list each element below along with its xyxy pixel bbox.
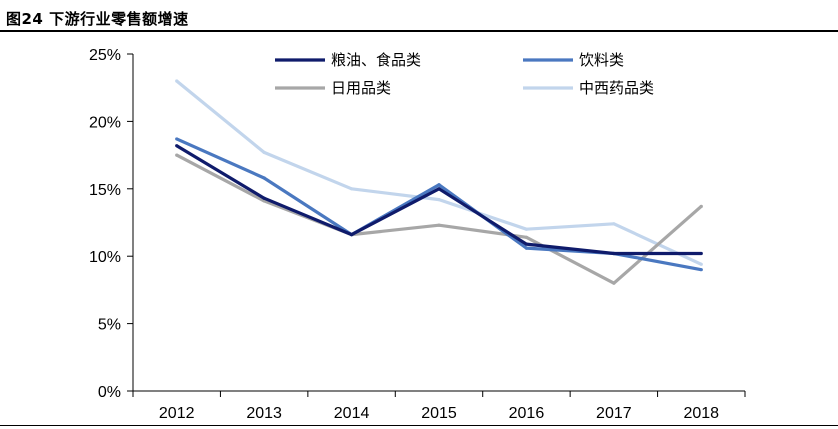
data-point [175, 79, 179, 83]
x-tick-label: 2012 [159, 405, 195, 422]
x-tick-label: 2013 [246, 405, 282, 422]
x-tick-label: 2017 [596, 405, 632, 422]
data-point [612, 281, 616, 285]
legend-label: 中西药品类 [579, 79, 654, 97]
y-tick-label: 25% [89, 47, 121, 64]
data-point [524, 235, 529, 239]
data-point [262, 196, 266, 200]
data-point [524, 246, 529, 250]
data-point [699, 251, 703, 256]
title-divider [0, 30, 838, 32]
data-point [262, 176, 266, 180]
data-point [175, 137, 179, 141]
data-point [699, 204, 703, 208]
x-tick-label: 2018 [683, 405, 719, 422]
data-point [699, 268, 703, 272]
data-point [437, 183, 441, 187]
data-point [437, 197, 441, 202]
series-line-2 [176, 137, 702, 272]
figure-title: 图24 下游行业零售额增速 [6, 10, 189, 28]
data-point [349, 187, 354, 191]
legend-label: 饮料类 [579, 51, 624, 69]
data-point [699, 262, 703, 266]
y-tick-label: 20% [89, 114, 121, 131]
data-point [612, 251, 616, 256]
data-point [175, 153, 179, 157]
data-point [349, 233, 354, 237]
y-tick-label: 5% [98, 317, 121, 334]
chart-axes: 0% 5% 10% 15% 20% 25% 2012 2013 2014 2015 2016 2017… [89, 47, 746, 422]
legend-label: 粮油、食品类 [331, 51, 421, 69]
x-tick-label: 2016 [509, 405, 545, 422]
legend-label: 日用品类 [331, 79, 391, 97]
bottom-divider [0, 425, 838, 426]
data-point [524, 242, 529, 246]
x-tick-label: 2014 [334, 405, 370, 422]
data-point [437, 187, 441, 191]
x-tick-label: 2015 [421, 405, 457, 422]
y-tick-label: 0% [98, 384, 121, 401]
y-tick-label: 10% [89, 249, 121, 266]
chart-series-layer [175, 79, 703, 285]
data-point [175, 144, 179, 148]
y-tick-label: 15% [89, 182, 121, 199]
data-point [262, 150, 266, 155]
data-point [612, 222, 616, 226]
data-point [437, 223, 441, 227]
data-point [524, 227, 529, 231]
